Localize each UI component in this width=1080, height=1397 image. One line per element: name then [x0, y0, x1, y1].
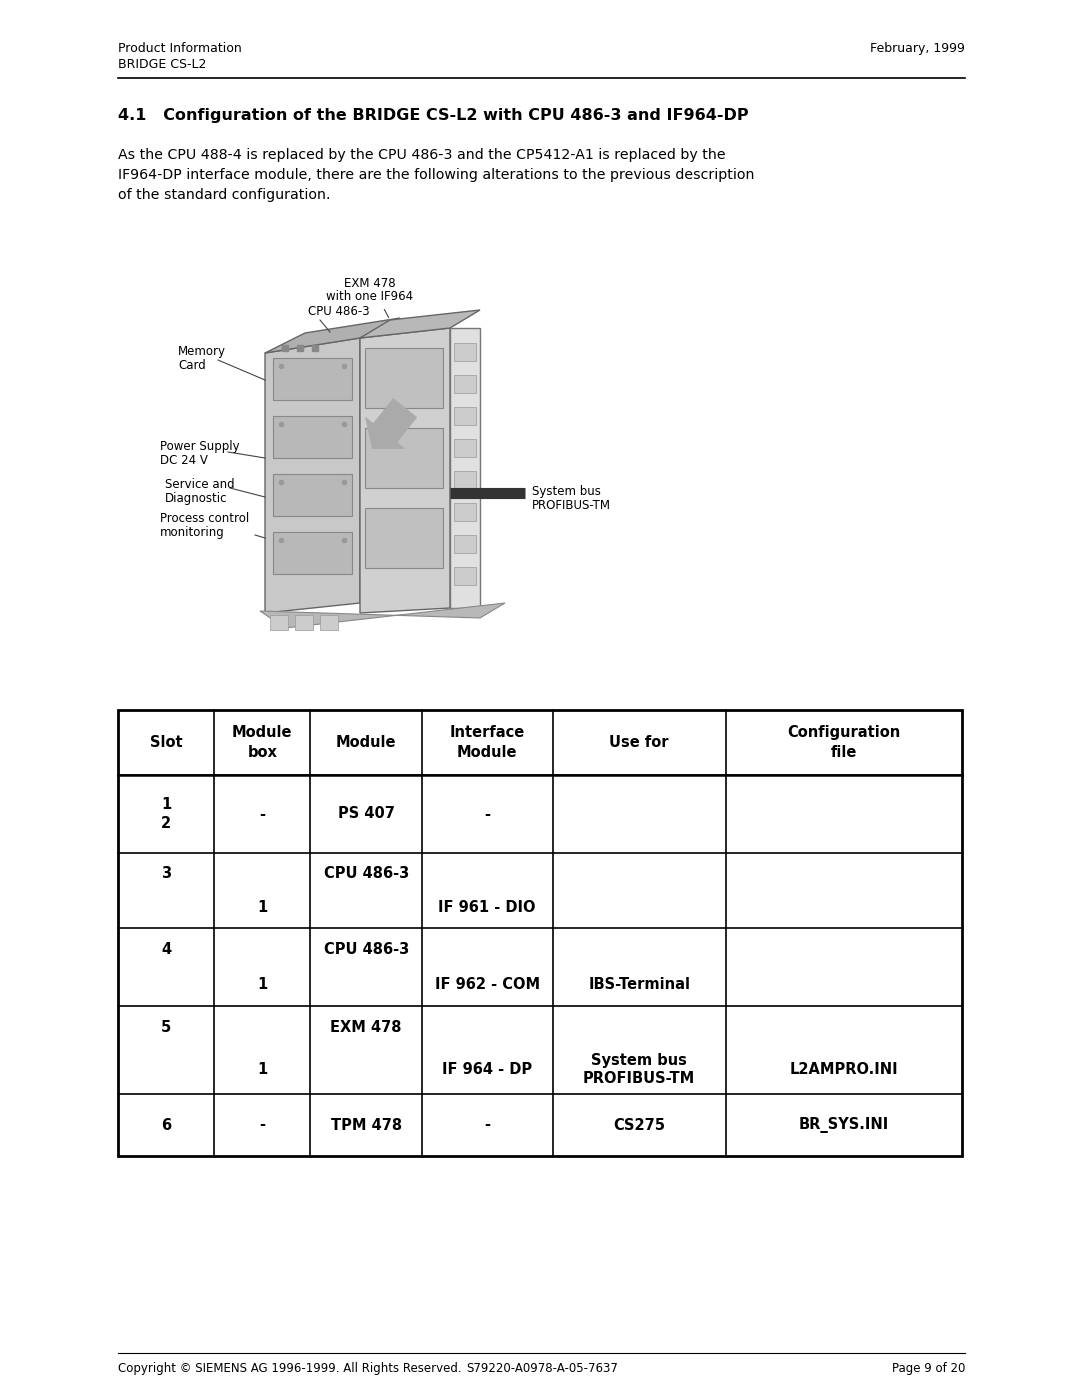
- Polygon shape: [265, 338, 360, 613]
- Text: -: -: [484, 806, 490, 821]
- Text: BR_SYS.INI: BR_SYS.INI: [799, 1118, 889, 1133]
- Text: CPU 486-3: CPU 486-3: [324, 943, 408, 957]
- Text: 1
2: 1 2: [161, 798, 172, 831]
- Bar: [273, 532, 352, 574]
- Text: EXM 478: EXM 478: [330, 1020, 402, 1035]
- Bar: [454, 407, 476, 425]
- Polygon shape: [360, 310, 480, 338]
- Text: 4.1   Configuration of the BRIDGE CS-L2 with CPU 486-3 and IF964-DP: 4.1 Configuration of the BRIDGE CS-L2 wi…: [118, 108, 748, 123]
- Text: Module: Module: [336, 735, 396, 750]
- Bar: [454, 344, 476, 360]
- Text: Process control: Process control: [160, 511, 249, 525]
- Bar: [270, 615, 288, 630]
- Text: PS 407: PS 407: [338, 806, 394, 821]
- Text: Power Supply: Power Supply: [160, 440, 240, 453]
- FancyArrow shape: [365, 398, 417, 448]
- Polygon shape: [265, 319, 400, 353]
- Bar: [365, 509, 443, 569]
- Text: System bus
PROFIBUS-TM: System bus PROFIBUS-TM: [583, 1052, 696, 1085]
- Text: CS275: CS275: [613, 1118, 665, 1133]
- Bar: [454, 374, 476, 393]
- Text: TPM 478: TPM 478: [330, 1118, 402, 1133]
- Text: Use for: Use for: [609, 735, 669, 750]
- Text: BRIDGE CS-L2: BRIDGE CS-L2: [118, 59, 206, 71]
- Text: Configuration
file: Configuration file: [787, 725, 901, 760]
- Text: PROFIBUS-TM: PROFIBUS-TM: [532, 499, 611, 511]
- Text: 4: 4: [161, 943, 171, 957]
- Text: As the CPU 488-4 is replaced by the CPU 486-3 and the CP5412-A1 is replaced by t: As the CPU 488-4 is replaced by the CPU …: [118, 148, 726, 162]
- Polygon shape: [260, 604, 505, 629]
- Bar: [454, 439, 476, 457]
- Text: Diagnostic: Diagnostic: [165, 492, 228, 504]
- Text: Card: Card: [178, 359, 206, 372]
- Bar: [273, 416, 352, 458]
- Text: Interface
Module: Interface Module: [449, 725, 525, 760]
- Bar: [450, 328, 480, 608]
- Text: DC 24 V: DC 24 V: [160, 454, 207, 467]
- Text: Memory: Memory: [178, 345, 226, 358]
- Bar: [118, 710, 962, 1155]
- Text: IF 964 - DP: IF 964 - DP: [442, 1062, 532, 1077]
- Text: 1: 1: [257, 977, 268, 992]
- Text: of the standard configuration.: of the standard configuration.: [118, 189, 330, 203]
- Text: February, 1999: February, 1999: [870, 42, 966, 54]
- Text: -: -: [259, 1118, 266, 1133]
- Text: 3: 3: [161, 866, 171, 882]
- Text: monitoring: monitoring: [160, 527, 225, 539]
- Bar: [454, 535, 476, 553]
- Text: Module
box: Module box: [232, 725, 293, 760]
- Text: 5: 5: [161, 1020, 172, 1035]
- Text: IF 962 - COM: IF 962 - COM: [434, 977, 540, 992]
- Text: -: -: [259, 806, 266, 821]
- Text: 1: 1: [257, 1062, 268, 1077]
- Text: Service and: Service and: [165, 478, 234, 490]
- Text: Page 9 of 20: Page 9 of 20: [892, 1362, 966, 1375]
- Text: L2AMPRO.INI: L2AMPRO.INI: [789, 1062, 899, 1077]
- Text: -: -: [484, 1118, 490, 1133]
- Bar: [273, 358, 352, 400]
- Bar: [454, 503, 476, 521]
- Text: S79220-A0978-A-05-7637: S79220-A0978-A-05-7637: [467, 1362, 618, 1375]
- Bar: [454, 471, 476, 489]
- Text: Slot: Slot: [150, 735, 183, 750]
- Text: IF 961 - DIO: IF 961 - DIO: [438, 900, 536, 915]
- Bar: [365, 427, 443, 488]
- Text: IBS-Terminal: IBS-Terminal: [589, 977, 690, 992]
- Bar: [295, 615, 313, 630]
- Polygon shape: [360, 328, 450, 613]
- Text: Copyright © SIEMENS AG 1996-1999. All Rights Reserved.: Copyright © SIEMENS AG 1996-1999. All Ri…: [118, 1362, 461, 1375]
- Bar: [365, 348, 443, 408]
- Text: CPU 486-3: CPU 486-3: [308, 305, 369, 319]
- Text: IF964-DP interface module, there are the following alterations to the previous d: IF964-DP interface module, there are the…: [118, 168, 755, 182]
- Text: with one IF964: with one IF964: [326, 291, 414, 303]
- Bar: [273, 474, 352, 515]
- Text: 1: 1: [257, 900, 268, 915]
- Text: EXM 478: EXM 478: [345, 277, 395, 291]
- Text: 6: 6: [161, 1118, 171, 1133]
- Bar: [454, 567, 476, 585]
- Text: System bus: System bus: [532, 485, 600, 497]
- Text: CPU 486-3: CPU 486-3: [324, 866, 408, 882]
- Bar: [320, 615, 338, 630]
- Text: Product Information: Product Information: [118, 42, 242, 54]
